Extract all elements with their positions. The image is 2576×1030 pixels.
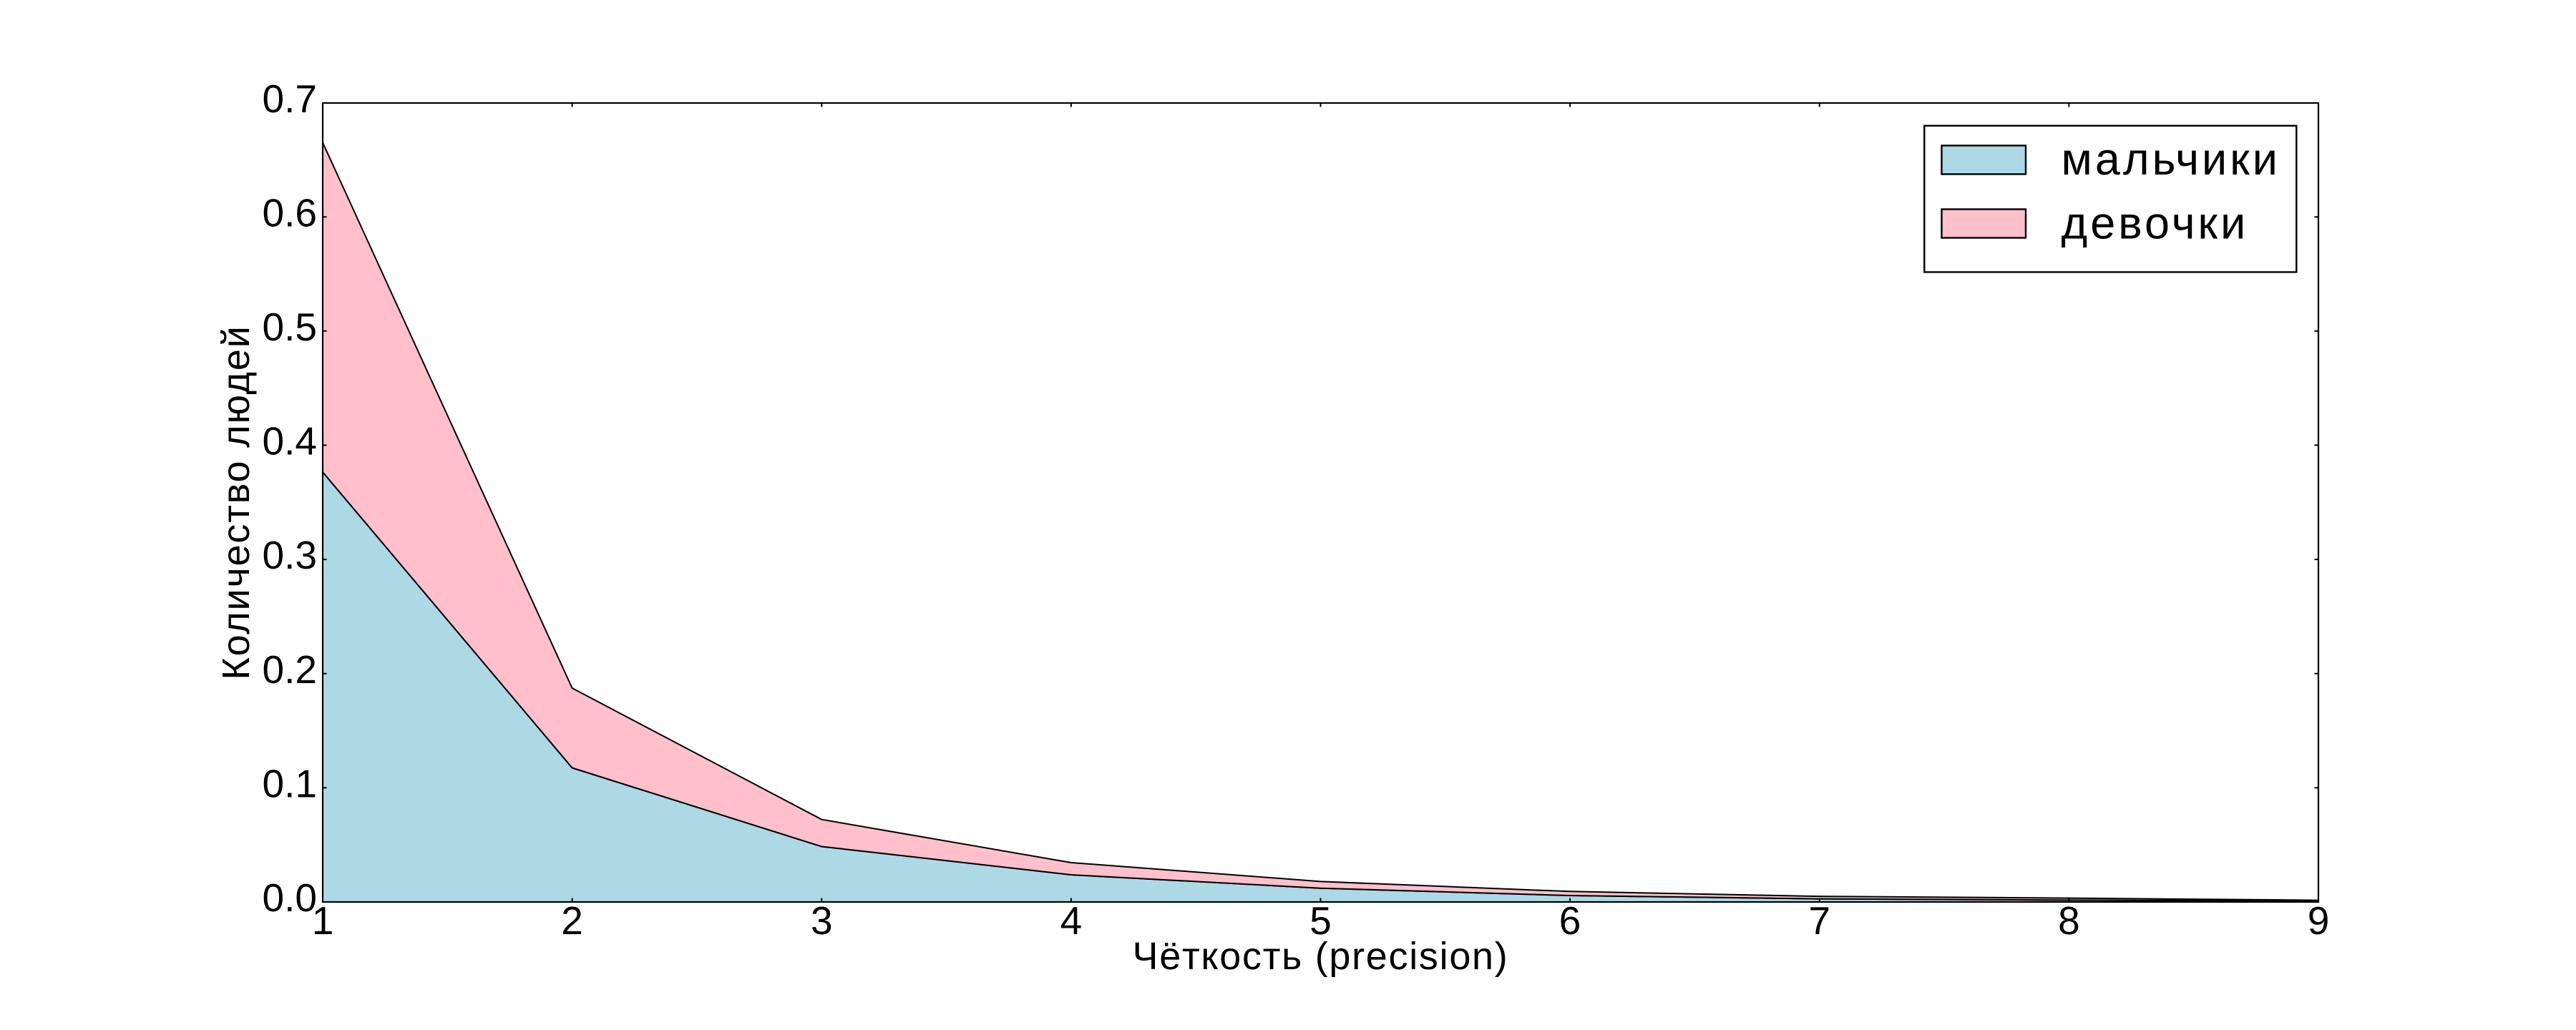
svg-text:0.0: 0.0 [263, 876, 317, 920]
svg-text:0.1: 0.1 [263, 762, 317, 806]
svg-text:мальчики: мальчики [2062, 134, 2281, 185]
svg-text:0.6: 0.6 [263, 190, 317, 235]
svg-text:6: 6 [1559, 898, 1581, 943]
svg-text:1: 1 [312, 898, 334, 943]
svg-text:0.5: 0.5 [263, 305, 317, 349]
svg-text:5: 5 [1309, 898, 1332, 943]
svg-text:3: 3 [811, 898, 833, 943]
svg-text:2: 2 [561, 898, 583, 943]
svg-text:0.2: 0.2 [263, 647, 317, 692]
svg-text:девочки: девочки [2062, 198, 2249, 248]
svg-text:0.7: 0.7 [263, 77, 317, 121]
svg-text:0.3: 0.3 [263, 533, 317, 577]
svg-text:0.4: 0.4 [263, 419, 317, 464]
svg-text:9: 9 [2308, 898, 2330, 943]
svg-text:Количество людей: Количество людей [215, 325, 258, 680]
svg-text:Чёткость (precision): Чёткость (precision) [1133, 935, 1509, 978]
svg-text:7: 7 [1809, 898, 1831, 943]
svg-text:8: 8 [2058, 898, 2080, 943]
svg-text:4: 4 [1060, 898, 1083, 943]
